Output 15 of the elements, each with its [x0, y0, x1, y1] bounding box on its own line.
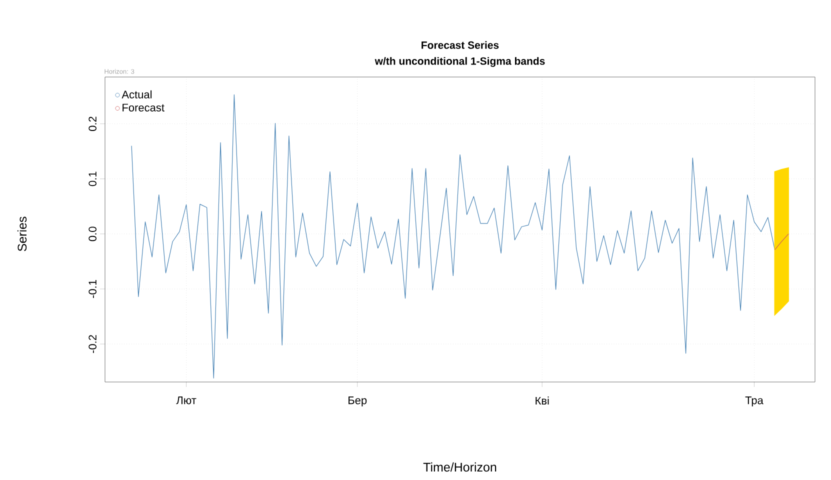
x-tick-label: Бер — [348, 396, 367, 406]
y-tick-label: 0.1 — [88, 172, 96, 186]
x-tick-label: Тра — [745, 396, 764, 406]
y-axis-title: Series — [17, 216, 27, 252]
x-tick-label: Лют — [176, 396, 196, 404]
y-tick-label: 0.2 — [88, 116, 96, 132]
x-axis-title: Time/Horizon — [423, 462, 496, 472]
y-tick-label: -0.1 — [88, 280, 96, 298]
x-tick-label: Кві — [536, 396, 549, 405]
y-tick-label: -0.2 — [88, 335, 96, 354]
y-tick-label: 0.0 — [88, 226, 96, 242]
legend-label: Forecast — [122, 104, 164, 112]
legend-label: Actual — [122, 90, 152, 98]
chart-title: Forecast Series — [422, 41, 499, 49]
chart-subtitle: w/th unconditional 1-Sigma bands — [374, 57, 545, 67]
